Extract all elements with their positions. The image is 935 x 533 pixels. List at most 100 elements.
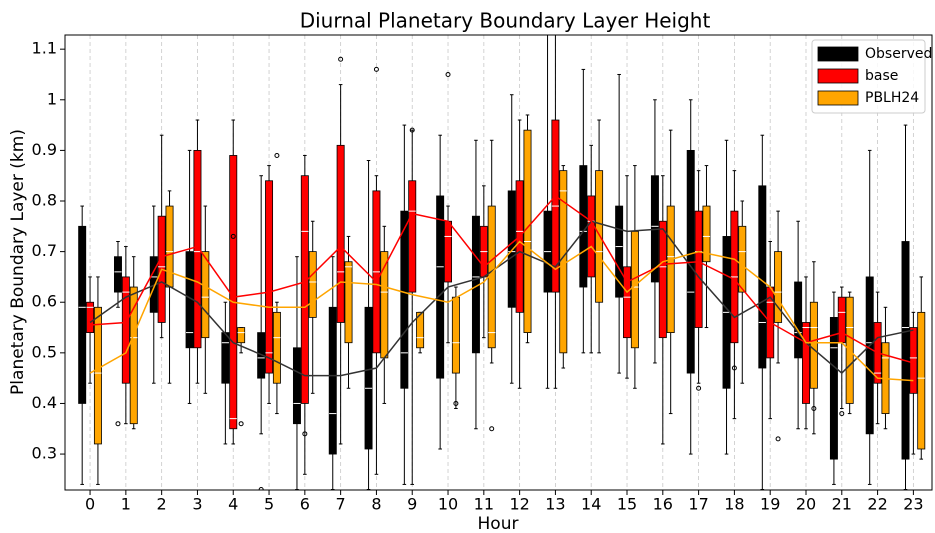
box	[666, 205, 675, 333]
box	[265, 180, 274, 374]
x-tick-label: 21	[832, 495, 852, 514]
box	[774, 251, 783, 323]
x-tick-label: 3	[192, 495, 202, 514]
box	[364, 306, 373, 450]
box	[865, 276, 874, 435]
x-tick-label: 16	[653, 495, 673, 514]
box	[758, 185, 767, 369]
x-tick-label: 12	[509, 495, 529, 514]
flier	[445, 71, 451, 77]
box	[201, 251, 210, 339]
x-tick-label: 20	[796, 495, 816, 514]
x-tick-label: 15	[617, 495, 637, 514]
mean-line	[89, 220, 914, 377]
box	[444, 220, 453, 283]
box	[237, 327, 246, 344]
flier	[302, 431, 308, 437]
mean-line	[89, 240, 914, 382]
box	[623, 266, 631, 339]
legend-swatch	[817, 68, 859, 84]
flier	[775, 436, 781, 442]
y-tick-label: 1.1	[32, 39, 57, 58]
x-tick-label: 4	[228, 495, 238, 514]
x-tick-label: 1	[121, 495, 131, 514]
box	[229, 155, 238, 430]
box	[129, 286, 138, 425]
y-tick-label: 0.5	[32, 342, 57, 361]
legend-label: Observed	[865, 46, 932, 62]
flier	[811, 406, 817, 412]
box	[408, 180, 417, 293]
legend: Observed base PBLH24	[811, 39, 932, 114]
box	[809, 301, 818, 389]
flier	[230, 233, 236, 239]
flier	[338, 56, 344, 62]
y-tick-label: 0.9	[32, 140, 57, 159]
box	[308, 251, 317, 318]
box	[344, 261, 353, 344]
box	[292, 347, 301, 425]
box	[400, 210, 409, 389]
box	[328, 306, 337, 455]
box	[802, 322, 810, 404]
y-tick-label: 1	[47, 89, 57, 108]
box	[416, 311, 425, 349]
x-tick-label: 11	[474, 495, 494, 514]
box	[436, 195, 445, 379]
x-tick-label: 7	[336, 495, 346, 514]
box	[93, 306, 102, 445]
x-axis-label: Hour	[478, 514, 519, 533]
box	[579, 165, 588, 288]
box	[559, 170, 568, 354]
box	[515, 180, 524, 313]
box	[507, 190, 516, 308]
x-tick-label: 5	[264, 495, 274, 514]
y-tick-label: 0.7	[32, 241, 57, 260]
y-tick-label: 0.4	[32, 393, 57, 412]
box	[901, 241, 910, 460]
box	[300, 175, 309, 404]
flier	[489, 426, 495, 432]
y-tick-label: 0.3	[32, 444, 57, 463]
flier	[79, 395, 85, 401]
box	[738, 225, 747, 293]
plot-frame	[64, 34, 933, 491]
flier	[373, 66, 379, 72]
mean-line	[90, 194, 914, 364]
box	[837, 296, 846, 344]
box	[658, 220, 667, 339]
x-tick-label: 23	[903, 495, 923, 514]
box	[595, 170, 604, 303]
box	[630, 230, 639, 349]
x-tick-label: 14	[581, 495, 601, 514]
box	[193, 149, 202, 349]
flier	[453, 400, 459, 406]
x-tick-label: 9	[407, 495, 417, 514]
box	[272, 311, 281, 384]
box	[917, 311, 926, 450]
x-tick-label: 2	[157, 495, 167, 514]
x-tick-label: 0	[85, 495, 95, 514]
x-tick-label: 17	[688, 495, 708, 514]
box	[794, 281, 803, 359]
box	[221, 332, 230, 384]
x-tick-label: 13	[545, 495, 565, 514]
x-tick-label: 18	[724, 495, 744, 514]
flier	[258, 486, 264, 490]
y-tick-label: 0.8	[32, 191, 57, 210]
box	[587, 195, 596, 278]
legend-label: PBLH24	[865, 90, 919, 106]
box	[694, 210, 703, 328]
box	[615, 205, 624, 298]
box	[336, 144, 345, 323]
flier	[696, 385, 702, 391]
box	[86, 301, 95, 333]
box	[165, 205, 174, 288]
flier	[839, 411, 845, 417]
legend-swatch	[817, 46, 859, 62]
box	[909, 327, 918, 394]
box	[113, 256, 122, 293]
x-tick-label: 22	[867, 495, 887, 514]
box	[78, 225, 87, 404]
flier	[274, 152, 280, 158]
